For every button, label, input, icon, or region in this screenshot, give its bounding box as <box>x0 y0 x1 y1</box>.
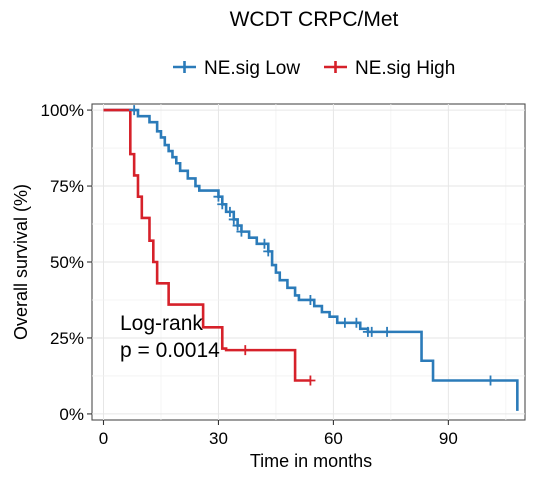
p-value-label: p = 0.0014 <box>120 339 220 362</box>
legend-item-high: NE.sig High <box>324 58 455 79</box>
log-rank-label: Log-rank <box>120 312 203 335</box>
censor-mark-low <box>339 317 350 328</box>
censor-mark-low <box>232 220 243 231</box>
censor-mark-low <box>129 105 140 116</box>
censor-mark-low <box>263 246 274 257</box>
y-axis: 0% 25% 50% 75% 100% <box>41 101 92 424</box>
censor-mark-high <box>305 375 316 386</box>
y-tick-label: 100% <box>41 101 84 120</box>
x-tick-label: 60 <box>324 429 343 448</box>
x-tick-label: 90 <box>439 429 458 448</box>
censor-mark-low <box>259 238 270 249</box>
y-tick-label: 50% <box>50 253 84 272</box>
legend-key-icon <box>324 61 347 73</box>
censor-mark-high <box>240 345 251 356</box>
legend: NE.sig Low NE.sig High <box>173 58 455 79</box>
y-tick-label: 0% <box>59 405 84 424</box>
censor-mark-low <box>366 326 377 337</box>
legend-key-icon <box>173 61 196 73</box>
censor-mark-low <box>485 375 496 386</box>
legend-label: NE.sig High <box>355 58 455 79</box>
x-tick-label: 0 <box>99 429 108 448</box>
y-axis-label: Overall survival (%) <box>11 184 31 340</box>
plot-area <box>91 103 526 421</box>
censor-mark-low <box>382 326 393 337</box>
x-axis-label: Time in months <box>250 451 372 471</box>
censor-mark-low <box>305 294 316 305</box>
censor-mark-low <box>236 226 247 237</box>
x-axis: 0 30 60 90 <box>99 420 458 448</box>
survival-curve-high <box>103 108 311 382</box>
censor-mark-low <box>224 206 235 217</box>
chart-title: WCDT CRPC/Met <box>230 8 399 31</box>
y-tick-label: 25% <box>50 329 84 348</box>
censor-mark-low <box>351 317 362 328</box>
censor-mark-low <box>217 199 228 210</box>
legend-label: NE.sig Low <box>204 58 300 79</box>
legend-item-low: NE.sig Low <box>173 58 300 79</box>
x-tick-label: 30 <box>209 429 228 448</box>
censor-marks <box>129 105 496 386</box>
censor-mark-low <box>213 191 224 202</box>
y-tick-label: 75% <box>50 177 84 196</box>
censor-mark-low <box>228 214 239 225</box>
grid <box>92 104 525 420</box>
